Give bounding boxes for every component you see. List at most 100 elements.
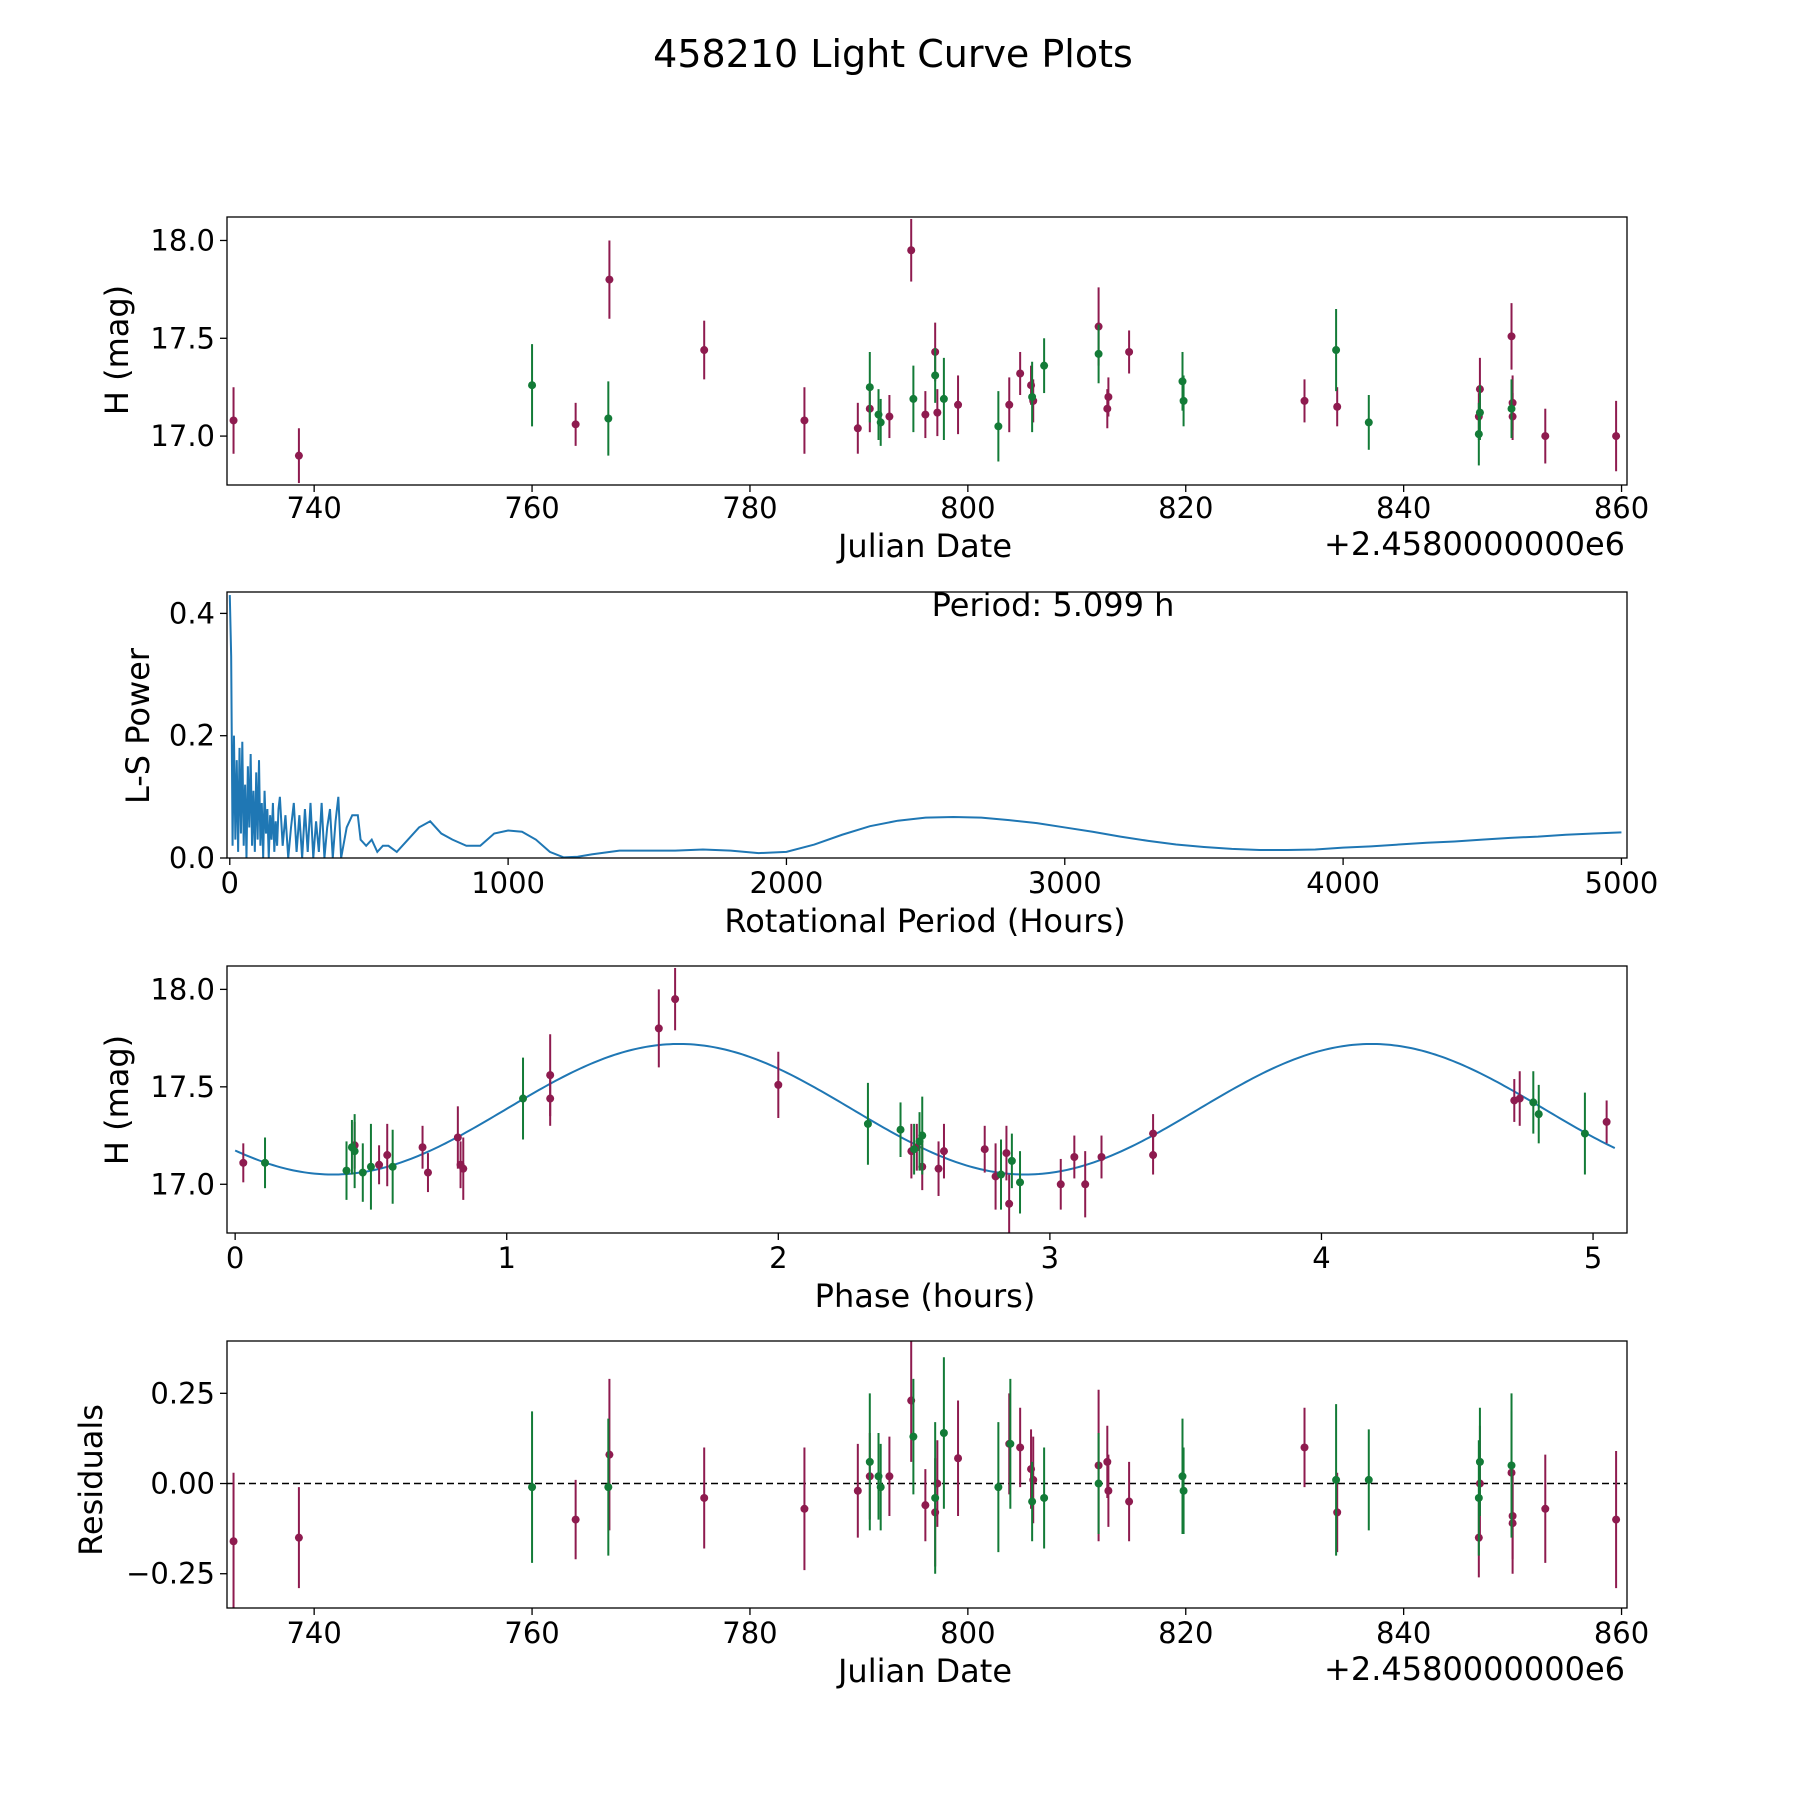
residuals-data (227, 1341, 1627, 1608)
data-point (939, 394, 948, 403)
data-point (1300, 396, 1309, 405)
data-point (604, 414, 613, 423)
periodogram-data (228, 595, 1622, 858)
residuals-axes-frame (226, 1340, 1628, 1609)
data-point (939, 1147, 948, 1156)
data-point (885, 412, 894, 421)
phased-xtick-label: 4 (1312, 1241, 1330, 1275)
data-point (1056, 1180, 1065, 1189)
model-curve (234, 1042, 1616, 1176)
data-point (1094, 1479, 1103, 1488)
data-point (383, 1151, 392, 1160)
data-point (1475, 1457, 1484, 1466)
data-point (1005, 1199, 1014, 1208)
data-point (1612, 1515, 1621, 1524)
residuals-xtick-label: 820 (1158, 1616, 1213, 1650)
data-point (654, 1024, 663, 1033)
data-point (1016, 1443, 1025, 1452)
data-point (907, 246, 916, 255)
data-point (546, 1094, 555, 1103)
data-point (865, 1457, 874, 1466)
data-point (294, 1533, 303, 1542)
data-point (571, 1515, 580, 1524)
lightcurve-xtick-label: 780 (722, 491, 777, 525)
lightcurve-xtick-label: 860 (1594, 491, 1649, 525)
data-point (939, 1429, 948, 1438)
data-point (800, 416, 809, 425)
lightcurve-ytick-label: 18.0 (150, 223, 215, 257)
data-point (1179, 396, 1188, 405)
data-point (1179, 1486, 1188, 1495)
data-point (1602, 1117, 1611, 1126)
data-point (294, 451, 303, 460)
data-point (1125, 347, 1134, 356)
data-point (1475, 408, 1484, 417)
data-point (1006, 1439, 1015, 1448)
periodogram-ytick-label: 0.4 (169, 596, 215, 630)
data-point (1541, 1504, 1550, 1513)
periodogram-xtick-label: 1000 (471, 866, 545, 900)
data-point (366, 1162, 375, 1171)
data-point (921, 1501, 930, 1510)
data-point (1332, 346, 1341, 355)
data-point (994, 1483, 1003, 1492)
periodogram-xtick-label: 3000 (1028, 866, 1102, 900)
data-point (909, 394, 918, 403)
data-point (459, 1164, 468, 1173)
data-point (909, 1432, 918, 1441)
data-point (571, 420, 580, 429)
data-point (1507, 332, 1516, 341)
data-point (1515, 1094, 1524, 1103)
lightcurve-xtick-label: 760 (504, 491, 559, 525)
residuals-ytick-label: 0.00 (150, 1467, 215, 1501)
lightcurve-xlabel: Julian Date (836, 527, 1012, 565)
periodogram-axes-frame (226, 591, 1628, 859)
periodogram-xtick-label: 4000 (1306, 866, 1380, 900)
data-point (1002, 1149, 1011, 1158)
data-point (853, 424, 862, 433)
data-point (1028, 1497, 1037, 1506)
lightcurve-xtick-label: 800 (940, 491, 995, 525)
data-point (1104, 392, 1113, 401)
phased-xtick-label: 3 (1041, 1241, 1059, 1275)
data-point (1332, 1475, 1341, 1484)
data-point (388, 1162, 397, 1171)
lightcurve-xtick-label: 840 (1376, 491, 1431, 525)
residuals-xtick-label: 760 (504, 1616, 559, 1650)
data-point (700, 1493, 709, 1502)
data-point (1007, 1156, 1016, 1165)
residuals-xtick-label: 840 (1376, 1616, 1431, 1650)
data-point (1534, 1110, 1543, 1119)
data-point (342, 1166, 351, 1175)
lightcurve-axes-frame (226, 216, 1628, 486)
data-point (910, 1145, 919, 1154)
data-point (934, 1164, 943, 1173)
data-point (918, 1131, 927, 1140)
data-point (1541, 432, 1550, 441)
residuals-panel: Julian Date +2.4580000000e6 Residuals 74… (72, 1340, 1649, 1690)
periodogram-xlabel: Rotational Period (Hours) (724, 902, 1125, 940)
phased-ytick-label: 17.0 (150, 1167, 215, 1201)
data-point (1016, 1178, 1025, 1187)
data-point (1507, 1461, 1516, 1470)
data-point (605, 1450, 614, 1459)
lightcurve-ytick-label: 17.0 (150, 419, 215, 453)
data-point (921, 410, 930, 419)
data-point (1508, 1519, 1517, 1528)
data-point (604, 1483, 613, 1492)
data-point (700, 346, 709, 355)
data-point (229, 1537, 238, 1546)
data-point (1149, 1151, 1158, 1160)
data-point (519, 1094, 528, 1103)
data-point (1005, 400, 1014, 409)
data-point (853, 1486, 862, 1495)
lightcurve-panel: Julian Date +2.4580000000e6 H (mag) 740 7… (98, 216, 1649, 565)
lightcurve-xtick-label: 740 (286, 491, 341, 525)
residuals-xtick-label: 740 (286, 1616, 341, 1650)
data-point (229, 416, 238, 425)
data-point (1178, 377, 1187, 386)
data-point (1103, 404, 1112, 413)
data-point (933, 408, 942, 417)
residuals-xtick-label: 780 (722, 1616, 777, 1650)
data-point (605, 275, 614, 284)
